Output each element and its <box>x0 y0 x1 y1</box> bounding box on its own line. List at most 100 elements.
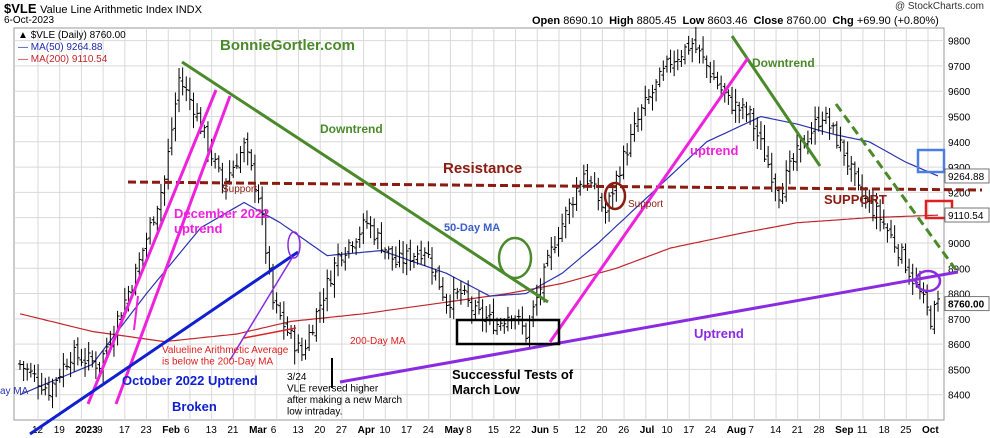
resistance-label: Resistance <box>443 160 522 177</box>
december-uptrend-label: December 2022 uptrend <box>174 206 269 236</box>
dec-pointer <box>133 295 139 331</box>
plot-frame <box>13 27 945 421</box>
support-label-1: Support <box>222 184 257 195</box>
october-uptrend-line <box>29 250 299 436</box>
december-uptrend-line <box>86 89 218 405</box>
x-tick-label: 18 <box>879 425 891 436</box>
x-tick-label: 23 <box>141 425 153 436</box>
x-tick-label: Sep <box>835 425 853 436</box>
x-tick-label: Apr <box>358 425 375 436</box>
march-circle <box>287 231 301 259</box>
downtrend-label-1: Downtrend <box>320 122 383 136</box>
chart-date: 6-Oct-2023 <box>4 15 55 26</box>
x-tick-label: 24 <box>705 425 717 436</box>
x-tick-label: 12 <box>575 425 587 436</box>
resistance-line <box>127 180 983 192</box>
x-tick-label: 27 <box>336 425 348 436</box>
breakout-circle <box>497 236 533 280</box>
downtrend-label-2: Downtrend <box>752 56 815 70</box>
vla-pointer <box>229 257 293 361</box>
y-tick-label: 9700 <box>948 62 971 73</box>
x-tick-label: 20 <box>314 425 326 436</box>
y-tick-label: 9800 <box>948 37 971 48</box>
vla-note: Valueline Arithmetic Average is below the… <box>162 345 289 368</box>
price-axis: 8400850086008700880089009000910092009300… <box>948 37 971 402</box>
y-tick-label: 9500 <box>948 113 971 124</box>
x-tick-label: Jul <box>640 425 655 436</box>
y-tick-label: 8400 <box>948 391 971 402</box>
x-tick-label: Mar <box>249 425 267 436</box>
x-tick-label: 22 <box>510 425 522 436</box>
x-tick-label: 20 <box>596 425 608 436</box>
stockcharts-credit: @ StockCharts.com <box>894 1 984 12</box>
downtrend-line-3 <box>834 103 958 271</box>
price-tag <box>944 168 990 184</box>
x-tick-label: 6 <box>184 425 190 436</box>
ma200-pointer <box>243 327 297 339</box>
legend-ma50: — MA(50) 9264.88 <box>18 42 103 53</box>
y-tick-label: 8600 <box>948 340 971 351</box>
y-tick-label: 9600 <box>948 87 971 98</box>
ma200-label: 200-Day MA <box>350 336 406 347</box>
x-tick-label: 14 <box>770 425 782 436</box>
x-tick-label: Feb <box>162 425 180 436</box>
x-tick-label: 17 <box>119 425 131 436</box>
x-tick-label: Oct <box>922 425 939 436</box>
support-label-2: Support <box>628 199 663 210</box>
ma50-line <box>19 115 939 396</box>
x-tick-label: Aug <box>727 425 746 436</box>
x-tick-label: 25 <box>900 425 912 436</box>
x-tick-label: May <box>444 425 464 436</box>
march-low-box <box>455 318 561 346</box>
symbol-title: $VLE Value Line Arithmetic Index INDX <box>4 1 202 16</box>
y-tick-label: 9200 <box>948 188 971 199</box>
x-tick-label: 15 <box>488 425 500 436</box>
ohlc-summary: Open 8690.10 High 8805.45 Low 8603.46 Cl… <box>532 15 939 27</box>
x-tick-label: 8 <box>466 425 472 436</box>
x-tick-label: 21 <box>227 425 239 436</box>
price-tag-label: 8760.00 <box>948 300 985 311</box>
y-tick-label: 8500 <box>948 365 971 376</box>
uptrend-label-2: Uptrend <box>694 326 744 341</box>
uptrend-label-1: uptrend <box>690 143 738 158</box>
x-tick-label: 24 <box>423 425 435 436</box>
x-tick-label: 26 <box>618 425 630 436</box>
december-uptrend-line-2 <box>114 95 232 405</box>
x-tick-label: 17 <box>683 425 695 436</box>
price-tag <box>944 207 990 223</box>
price-tag-label: 9110.54 <box>948 211 984 222</box>
march-low-label: Successful Tests of March Low <box>452 367 574 397</box>
vle-note: 3/24 VLE reversed higher after making a ne… <box>287 372 402 418</box>
summer-uptrend-line <box>548 57 750 343</box>
price-tags: 9264.88 9110.54 8760.00 <box>944 168 990 312</box>
left-ma-label: ay MA <box>0 386 29 397</box>
x-tick-label: 10 <box>379 425 391 436</box>
x-tick-label: 28 <box>813 425 825 436</box>
october-uptrend-label: October 2022 Uptrend <box>122 373 258 388</box>
y-tick-label: 9000 <box>948 239 971 250</box>
y-tick-label: 8900 <box>948 264 971 275</box>
x-tick-label: 2023 <box>75 425 98 436</box>
y-tick-label: 9400 <box>948 138 971 149</box>
support-label-3: SUPPORT <box>824 192 887 207</box>
x-tick-label: 7 <box>748 425 754 436</box>
x-tick-label: 11 <box>857 425 868 436</box>
ma50-box <box>916 148 946 174</box>
y-tick-label: 8800 <box>948 290 971 301</box>
x-tick-label: Jun <box>531 425 549 436</box>
price-tag <box>944 296 990 312</box>
downtrend-line-1 <box>181 60 549 304</box>
annotations-layer: BonnieGortler.com Downtrend Downtrend Resis… <box>0 35 983 436</box>
price-tag-label: 9264.88 <box>948 172 985 183</box>
legend-ma200: — MA(200) 9110.54 <box>18 54 108 65</box>
x-tick-label: 10 <box>662 425 674 436</box>
x-tick-label: 19 <box>54 425 66 436</box>
x-tick-label: 21 <box>792 425 804 436</box>
ma50-path <box>19 115 939 396</box>
x-tick-label: 6 <box>271 425 277 436</box>
x-tick-label: 13 <box>206 425 218 436</box>
legend-price: ▲ $VLE (Daily) 8760.00 <box>18 30 126 41</box>
x-tick-label: 17 <box>401 425 413 436</box>
